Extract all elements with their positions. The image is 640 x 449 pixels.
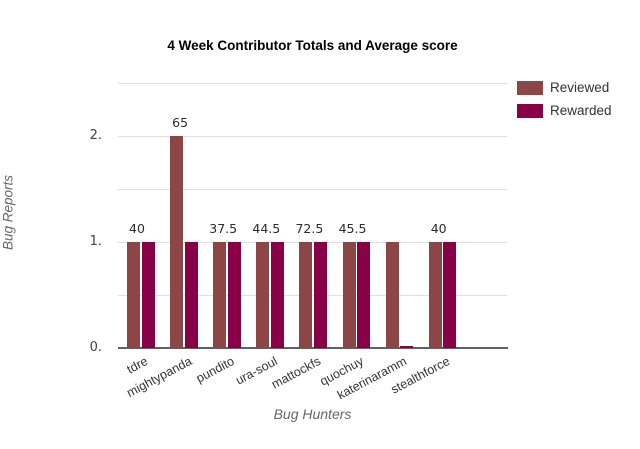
bar-reviewed-stealthforce — [428, 242, 442, 348]
gridline-2 — [118, 136, 507, 137]
bar-reviewed-ura-soul — [256, 242, 270, 348]
bar-rewarded-pundito — [227, 242, 241, 348]
legend-label-rewarded: Rewarded — [550, 103, 612, 118]
y-tick-label-0: 0. — [89, 340, 102, 355]
bar-reviewed-mattockfs — [299, 242, 313, 348]
x-axis-line — [118, 347, 508, 349]
bar-reviewed-tdre — [127, 242, 140, 348]
x-tick-label-tdre: tdre — [124, 354, 151, 377]
gridline-0.5 — [118, 295, 507, 296]
annotation-label-tdre: 40 — [129, 221, 145, 236]
x-tick-label-pundito: pundito — [193, 354, 237, 386]
bar-reviewed-quochuy — [342, 242, 356, 348]
bar-rewarded-katerinaramm — [400, 346, 414, 348]
bar-reviewed-mightypanda — [170, 136, 184, 348]
legend-swatch-rewarded — [517, 103, 543, 118]
bar-rewarded-mightypanda — [184, 242, 198, 348]
legend-label-reviewed: Reviewed — [550, 80, 610, 95]
legend-item-reviewed[interactable]: Reviewed — [517, 80, 612, 95]
gridline-2.5 — [118, 83, 507, 84]
bar-rewarded-mattockfs — [313, 242, 327, 348]
chart-title: 4 Week Contributor Totals and Average sc… — [167, 38, 458, 53]
legend: Reviewed Rewarded — [517, 80, 612, 126]
annotation-label-ura-soul: 44.5 — [252, 221, 281, 236]
bar-rewarded-quochuy — [357, 242, 370, 348]
annotation-label-mattockfs: 72.5 — [295, 221, 324, 236]
y-tick-label-1: 1. — [89, 234, 102, 249]
annotation-label-pundito: 37.5 — [209, 221, 238, 236]
bar-rewarded-ura-soul — [270, 242, 284, 348]
gridline-1 — [118, 242, 507, 243]
bar-rewarded-tdre — [141, 242, 155, 348]
x-tick-label-mattockfs: mattockfs — [269, 354, 323, 392]
annotation-label-mightypanda: 65 — [172, 115, 189, 130]
bar-reviewed-katerinaramm — [385, 242, 399, 348]
annotation-label-stealthforce: 40 — [430, 221, 447, 236]
legend-item-rewarded[interactable]: Rewarded — [517, 103, 612, 118]
gridline-1.5 — [118, 189, 507, 190]
bar-reviewed-pundito — [213, 242, 227, 348]
annotation-label-quochuy: 45.5 — [338, 221, 367, 236]
y-tick-label-2: 2. — [89, 128, 102, 143]
bar-rewarded-stealthforce — [443, 242, 457, 348]
x-axis-title: Bug Hunters — [273, 406, 352, 422]
y-axis-title: Bug Reports — [0, 174, 16, 251]
legend-swatch-reviewed — [517, 80, 543, 95]
